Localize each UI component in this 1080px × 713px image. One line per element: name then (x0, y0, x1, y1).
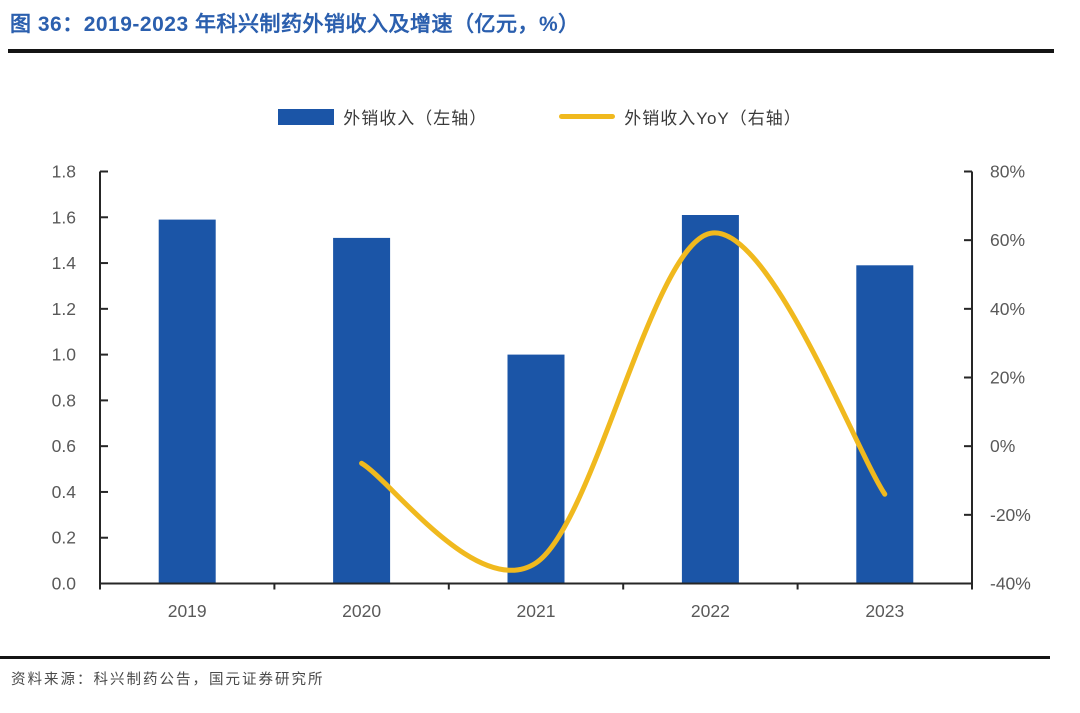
bar-2022 (681, 215, 739, 584)
bar-2021 (507, 354, 565, 584)
right-axis-label: 60% (990, 230, 1025, 250)
left-axis-label: 1.6 (52, 207, 76, 227)
left-axis-label: 0.8 (52, 390, 76, 410)
bar-2020 (333, 237, 391, 584)
left-axis-label: 0.6 (52, 436, 76, 456)
legend: 外销收入（左轴） 外销收入YoY（右轴） (0, 104, 1080, 129)
source-divider (0, 656, 1050, 659)
source-text: 资料来源：科兴制药公告，国元证券研究所 (11, 672, 325, 688)
right-axis-label: -40% (990, 574, 1031, 594)
category-label-2021: 2021 (517, 601, 556, 621)
legend-label-yoy: 外销收入YoY（右轴） (624, 109, 802, 128)
bar-series-swatch (278, 108, 335, 125)
right-axis-label: 0% (990, 436, 1015, 456)
right-axis-label: -20% (990, 505, 1031, 525)
chart-title: 图 36：2019-2023 年科兴制药外销收入及增速（亿元，%） (10, 13, 580, 36)
left-axis-label: 0.0 (52, 574, 77, 594)
right-axis-label: 20% (990, 368, 1025, 388)
axes-group (99, 170, 973, 590)
category-label-2022: 2022 (691, 601, 730, 621)
category-label-2019: 2019 (168, 601, 207, 621)
right-axis-label: 40% (990, 299, 1025, 319)
yoy-line (359, 230, 888, 573)
left-axis-label: 1.8 (52, 162, 76, 182)
line-series-swatch (559, 114, 616, 119)
left-axis-label: 0.4 (52, 482, 77, 502)
left-axis-label: 0.2 (52, 528, 76, 548)
left-axis-label: 1.4 (52, 253, 77, 273)
legend-item-revenue: 外销收入（左轴） (278, 104, 487, 129)
bar-2019 (158, 219, 216, 584)
legend-item-yoy: 外销收入YoY（右轴） (559, 104, 802, 129)
axis-labels-group: 1.8 1.6 1.4 1.2 1.0 0.8 0.6 0.4 0.2 0.0 80% 60% 40% 2… (52, 162, 1031, 622)
title-divider (8, 49, 1054, 53)
bar-2023 (856, 265, 914, 584)
category-label-2023: 2023 (865, 601, 904, 621)
legend-label-revenue: 外销收入（左轴） (343, 109, 488, 128)
category-label-2020: 2020 (342, 601, 381, 621)
left-axis-label: 1.0 (52, 345, 77, 365)
bars-group (158, 215, 914, 584)
left-axis-label: 1.2 (52, 299, 76, 319)
right-axis-label: 80% (990, 162, 1025, 182)
